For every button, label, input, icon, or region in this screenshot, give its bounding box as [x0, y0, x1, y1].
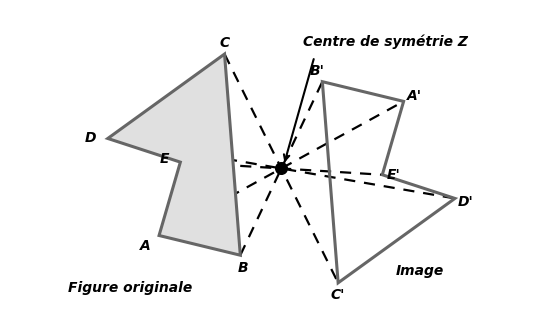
Polygon shape [108, 54, 240, 255]
Text: C: C [219, 36, 230, 50]
Point [277, 166, 286, 171]
Text: A': A' [407, 89, 422, 103]
Text: Image: Image [396, 264, 444, 278]
Text: Figure originale: Figure originale [68, 281, 192, 295]
Text: B: B [238, 261, 249, 275]
Text: E': E' [386, 168, 400, 182]
Text: B': B' [309, 63, 324, 78]
Text: D': D' [458, 194, 474, 209]
Text: D: D [85, 132, 96, 145]
Text: C': C' [331, 289, 345, 302]
Text: E: E [160, 152, 169, 166]
Text: Centre de symétrie Z: Centre de symétrie Z [303, 34, 468, 49]
Text: A: A [140, 239, 151, 253]
